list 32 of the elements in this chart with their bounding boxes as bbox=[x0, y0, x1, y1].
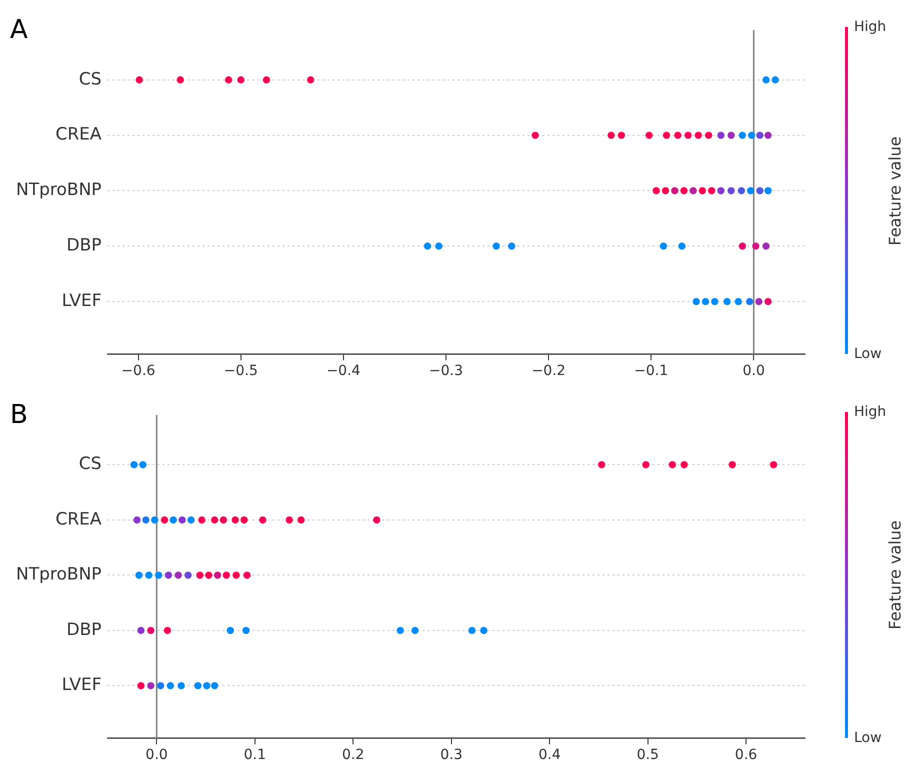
text: High bbox=[854, 19, 886, 35]
x-tick-label: 0.5 bbox=[636, 747, 659, 764]
x-tick-label: −0.6 bbox=[121, 363, 156, 380]
x-tick-label: 0.0 bbox=[146, 747, 168, 764]
y-tick-label: CREA bbox=[55, 124, 102, 145]
x-tick-label: 0.2 bbox=[342, 747, 364, 764]
x-tick-label: −0.1 bbox=[634, 363, 668, 380]
y-tick-label: NTproBNP bbox=[16, 564, 102, 585]
y-tick-label: CS bbox=[78, 454, 102, 474]
y-tick-label: DBP bbox=[66, 620, 102, 640]
y-tick-label: NTproBNP bbox=[16, 180, 102, 200]
y-tick-label: CREA bbox=[55, 509, 102, 530]
chart-title: A bbox=[10, 14, 28, 45]
chart-title: B bbox=[10, 400, 28, 430]
x-tick-label: 0.0 bbox=[742, 363, 765, 380]
x-tick-label: −0.4 bbox=[326, 363, 361, 380]
y-tick-label: LVEF bbox=[62, 290, 102, 311]
color-bar-title: Feature value bbox=[886, 136, 904, 246]
x-tick-label: −0.5 bbox=[224, 363, 258, 380]
x-tick-label: −0.2 bbox=[532, 363, 566, 380]
x-tick-label: −0.3 bbox=[429, 363, 464, 380]
x-tick-label: 0.3 bbox=[440, 747, 462, 764]
text: High bbox=[854, 404, 886, 420]
x-tick-label: 0.6 bbox=[734, 747, 758, 764]
color-bar-title: Feature value bbox=[886, 520, 904, 630]
x-tick-label: 0.1 bbox=[244, 747, 266, 764]
y-tick-label: LVEF bbox=[62, 675, 102, 696]
text: Low bbox=[854, 730, 882, 746]
x-tick-label: 0.4 bbox=[538, 747, 561, 764]
y-tick-label: DBP bbox=[66, 236, 102, 256]
text: Low bbox=[854, 346, 882, 362]
y-tick-label: CS bbox=[78, 69, 102, 90]
